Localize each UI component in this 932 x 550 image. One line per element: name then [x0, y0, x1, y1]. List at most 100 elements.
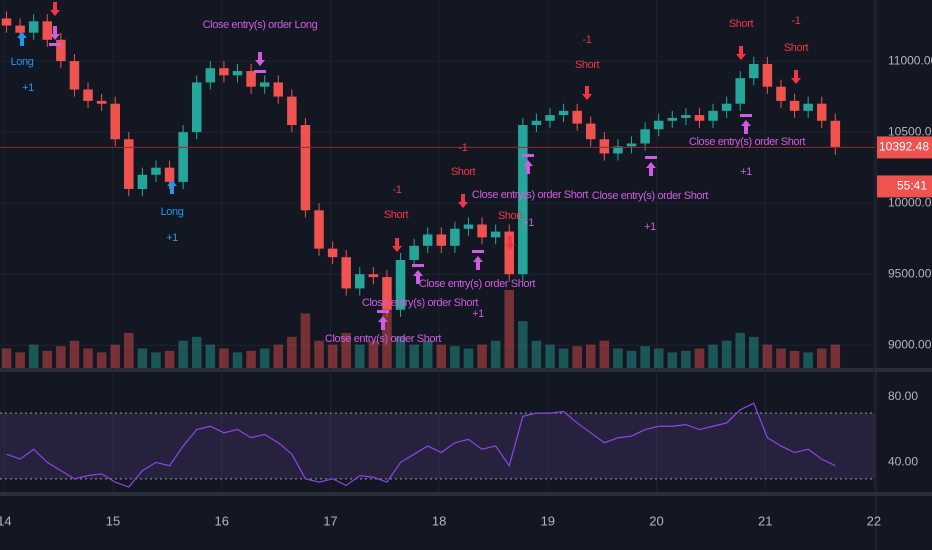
volume-bar — [395, 336, 406, 368]
volume-bar — [368, 340, 379, 368]
candle-body — [749, 63, 759, 79]
candle-body — [477, 224, 487, 238]
candle-body — [681, 115, 691, 118]
volume-bar — [599, 340, 610, 368]
volume-bar — [273, 344, 284, 368]
volume-bar — [314, 340, 324, 368]
y-tick-label: 9500.00 — [888, 266, 932, 280]
rsi-tick-label: 40.00 — [888, 455, 918, 469]
volume-bar — [341, 332, 351, 368]
volume-bar — [518, 321, 528, 368]
candle-body — [572, 110, 582, 124]
volume-bar — [151, 352, 161, 368]
candle-body — [164, 167, 175, 182]
volume-bar — [463, 348, 474, 368]
annotation: +1 — [472, 308, 484, 320]
annotation: -1 — [393, 184, 402, 196]
volume-bar — [327, 344, 338, 368]
candle-body — [830, 120, 841, 148]
candle-body — [586, 123, 596, 140]
annotation: Close entry(s) order Short — [592, 190, 708, 202]
volume-bar — [1, 348, 12, 368]
candle-body — [694, 115, 705, 121]
volume-bar — [694, 348, 705, 368]
close-marker — [472, 250, 484, 270]
volume-bar — [422, 340, 433, 368]
candle-body — [721, 103, 732, 111]
short-arrow — [505, 236, 515, 250]
candle-body — [124, 139, 134, 189]
countdown-label: 55:41 — [897, 179, 927, 193]
close-marker — [49, 26, 61, 46]
annotation: Close entry(s) order Short — [362, 297, 478, 309]
candle-body — [327, 248, 338, 258]
volume-bar — [789, 350, 800, 368]
candle-body — [531, 120, 542, 126]
candle-body — [545, 115, 555, 121]
candle-body — [178, 132, 188, 182]
volume-bar — [613, 348, 623, 368]
annotation: Long — [11, 56, 34, 68]
candle-body — [558, 110, 569, 116]
short-arrow — [458, 194, 468, 208]
candle-body — [409, 245, 419, 261]
annotation: -1 — [459, 142, 468, 154]
volume-bar — [504, 290, 514, 368]
x-tick-label: 16 — [215, 513, 229, 528]
last-price-tag — [877, 136, 932, 159]
x-tick-label: 19 — [541, 513, 555, 528]
close-marker — [254, 52, 266, 73]
close-marker — [645, 156, 657, 176]
x-tick-label: 14 — [0, 513, 12, 528]
candle-body — [355, 274, 365, 289]
volume-bar — [640, 346, 650, 368]
candle-body — [735, 78, 745, 104]
candle-body — [762, 63, 773, 87]
annotation: Close entry(s) order Short — [689, 136, 805, 148]
candle-body — [599, 139, 610, 154]
y-tick-label: 10500.00 — [888, 124, 932, 138]
volume-bar — [259, 348, 270, 368]
signal-arrows — [17, 2, 801, 330]
close-marker — [522, 154, 534, 174]
volume-bar — [287, 336, 297, 368]
pane-separator — [0, 492, 932, 496]
short-arrow — [392, 238, 402, 252]
annotation: +1 — [22, 82, 34, 94]
volume-bar — [830, 344, 841, 368]
annotation: Close entry(s) order Short — [419, 278, 535, 290]
close-marker — [740, 114, 752, 134]
y-tick-label: 9000.00 — [888, 337, 932, 351]
candle-body — [246, 71, 256, 87]
rsi-band — [0, 413, 875, 479]
volume-bar — [83, 348, 93, 368]
y-tick-label: 11000.00 — [888, 53, 932, 67]
volume-bar — [490, 340, 501, 368]
y-tick-label: 10000.00 — [888, 195, 932, 209]
volume-bar — [708, 344, 718, 368]
annotation: Short — [784, 42, 809, 54]
candle-body — [69, 61, 80, 90]
candle-body — [15, 25, 25, 33]
candle-body — [504, 231, 514, 275]
candle-body — [273, 82, 284, 97]
candle-body — [137, 174, 148, 189]
x-tick-label: 20 — [649, 513, 663, 528]
volume-bar — [626, 350, 637, 368]
rsi-line — [6, 402, 836, 488]
short-arrow — [736, 46, 746, 60]
volume-bar — [436, 344, 447, 368]
long-arrow — [17, 32, 27, 46]
last-price-label: 10392.48 — [879, 140, 929, 154]
candle-body — [110, 103, 120, 140]
annotation: -1 — [792, 15, 801, 27]
candle-body — [314, 210, 324, 249]
volume-bar — [409, 344, 419, 368]
candle-body — [776, 86, 786, 101]
volume-bar — [572, 346, 582, 368]
volume-bar — [477, 344, 487, 368]
close-marker — [377, 310, 389, 330]
candle-body — [640, 129, 650, 144]
volume-bar — [232, 352, 243, 368]
